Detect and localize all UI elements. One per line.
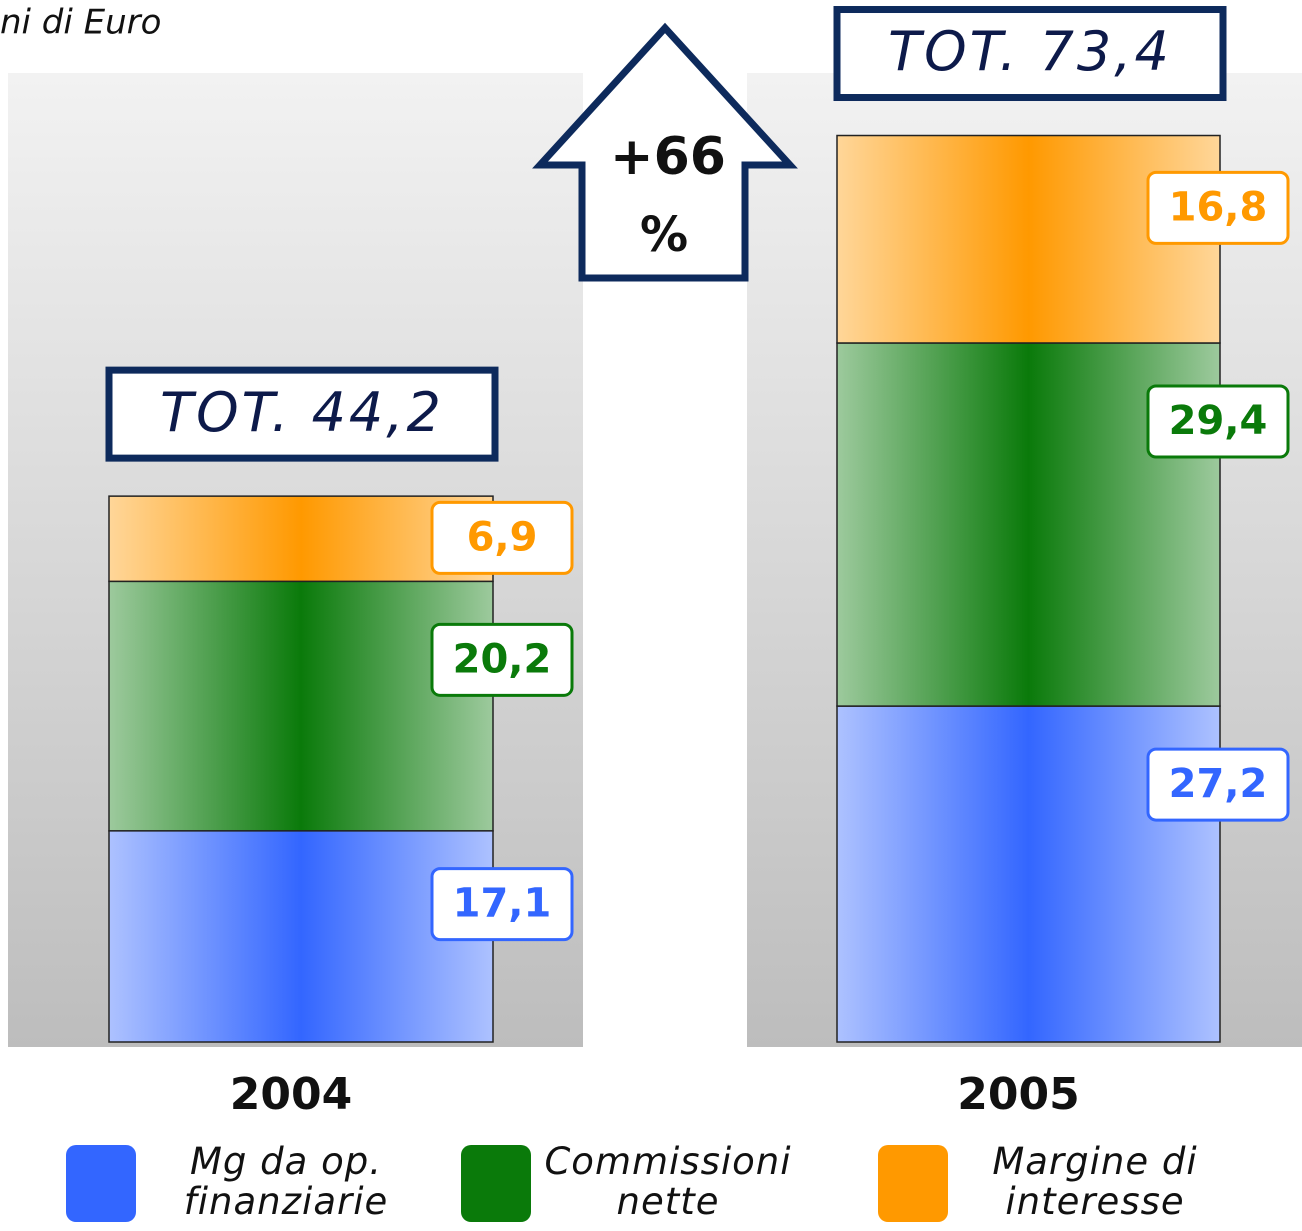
growth-arrow bbox=[532, 22, 798, 282]
annotation: +66 bbox=[610, 127, 726, 187]
bar-segment bbox=[108, 580, 494, 832]
value-label: 16,8 bbox=[1169, 184, 1268, 230]
legend-label: Commissioni nette bbox=[544, 1140, 792, 1223]
x-tick-label: 2005 bbox=[957, 1069, 1079, 1120]
value-label: 29,4 bbox=[1169, 398, 1268, 444]
value-label-box bbox=[430, 622, 574, 697]
legend-swatch bbox=[461, 1145, 531, 1222]
value-label-box bbox=[430, 500, 574, 575]
value-label-box bbox=[1146, 384, 1290, 459]
total-box bbox=[105, 366, 499, 462]
total-label: TOT. 44,2 bbox=[160, 381, 444, 444]
bar-segment bbox=[108, 830, 494, 1043]
value-label-box bbox=[1146, 170, 1290, 245]
legend-swatch bbox=[878, 1145, 948, 1222]
value-label: 6,9 bbox=[467, 514, 538, 560]
annotation: % bbox=[640, 207, 688, 263]
legend-label: Margine di interesse bbox=[992, 1140, 1198, 1223]
value-label: 20,2 bbox=[453, 636, 552, 682]
bar-segment bbox=[108, 495, 494, 583]
value-label-box bbox=[430, 867, 574, 942]
legend-label: Mg da op. finanziarie bbox=[183, 1140, 389, 1223]
value-label-box bbox=[1146, 747, 1290, 822]
total-box bbox=[833, 6, 1227, 102]
x-tick-label: 2004 bbox=[230, 1069, 352, 1120]
value-label: 27,2 bbox=[1169, 761, 1268, 807]
subtitle: ni di Euro bbox=[0, 3, 161, 43]
value-label: 17,1 bbox=[453, 881, 552, 927]
total-label: TOT. 73,4 bbox=[888, 20, 1172, 83]
legend-swatch bbox=[66, 1145, 136, 1222]
